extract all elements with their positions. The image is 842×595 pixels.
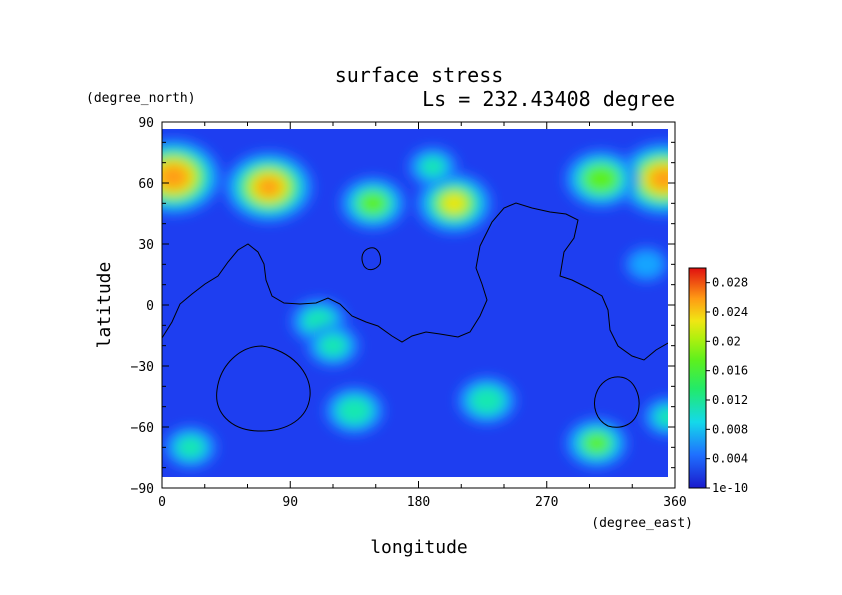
stress-contour-level xyxy=(256,177,282,198)
y-tick-label: −60 xyxy=(131,421,154,436)
stress-contour-level xyxy=(469,386,505,415)
plot-area xyxy=(162,129,668,477)
stress-contour-level xyxy=(176,436,205,459)
colorbar-label: 0.02 xyxy=(712,334,741,348)
stress-contour-level xyxy=(655,406,668,427)
colorbar-label: 0.024 xyxy=(712,305,748,319)
stress-contour-level xyxy=(584,433,610,454)
colorbar-label: 1e-10 xyxy=(712,481,748,495)
contour-west xyxy=(162,202,668,361)
x-tick-label: 180 xyxy=(407,495,430,510)
y-tick-label: 0 xyxy=(146,299,154,314)
y-axis: 90 60 30 0 −30 −60 −90 xyxy=(131,116,675,497)
x-unit-label: (degree_east) xyxy=(591,516,693,531)
contour-south-west xyxy=(216,345,311,432)
colorbar: 0.028 0.024 0.02 0.016 0.012 0.008 0.004 1e-10 xyxy=(688,267,748,495)
x-axis-label: longitude xyxy=(370,537,468,558)
stress-hotspot xyxy=(223,151,314,224)
chart-title: surface stress xyxy=(335,63,504,87)
stress-contour-level xyxy=(337,396,372,425)
stress-hotspot xyxy=(163,425,218,470)
topography-contours xyxy=(162,202,668,432)
stress-contour-level xyxy=(420,156,446,177)
stress-contour-level xyxy=(583,165,619,193)
colorbar-label: 0.016 xyxy=(712,364,748,378)
y-tick-label: 30 xyxy=(138,238,154,253)
stress-hotspot xyxy=(324,386,385,436)
contour-south-east xyxy=(594,376,640,428)
contour-island xyxy=(361,247,381,271)
y-tick-label: 60 xyxy=(138,177,154,192)
stress-contour-level xyxy=(649,167,668,191)
x-tick-label: 0 xyxy=(158,495,166,510)
stress-hotspot xyxy=(407,146,459,188)
y-tick-label: −90 xyxy=(131,482,154,497)
stress-hotspot xyxy=(624,246,668,283)
stress-hotspot xyxy=(339,176,407,231)
stress-hotspot xyxy=(564,149,638,209)
stress-hotspot xyxy=(456,376,518,425)
y-tick-label: 90 xyxy=(138,116,154,131)
stress-hotspot xyxy=(616,141,668,217)
chart-subtitle: Ls = 232.43408 degree xyxy=(422,87,675,111)
x-tick-label: 90 xyxy=(282,495,298,510)
x-tick-label: 270 xyxy=(535,495,558,510)
stress-hotspot xyxy=(642,396,668,438)
stress-hotspot xyxy=(305,323,361,368)
x-tick-label: 360 xyxy=(663,495,686,510)
stress-contour-level xyxy=(318,334,348,357)
stress-contour-level xyxy=(358,192,388,215)
colorbar-label: 0.008 xyxy=(712,422,748,436)
stress-hotspot xyxy=(564,417,629,469)
colorbar-gradient xyxy=(688,267,707,489)
stress-contour-level xyxy=(630,251,663,277)
stress-contour-level xyxy=(441,193,467,214)
y-tick-label: −30 xyxy=(131,360,154,375)
colorbar-label: 0.004 xyxy=(712,452,748,466)
x-axis: 0 90 180 270 360 xyxy=(158,122,687,510)
colorbar-label: 0.012 xyxy=(712,393,748,407)
colorbar-labels: 0.028 0.024 0.02 0.016 0.012 0.008 0.004 1e-10 xyxy=(706,276,748,495)
y-unit-label: (degree_north) xyxy=(86,91,196,106)
colorbar-label: 0.028 xyxy=(712,276,748,290)
stress-hotspot xyxy=(415,172,493,235)
y-axis-label: latitude xyxy=(94,262,115,349)
